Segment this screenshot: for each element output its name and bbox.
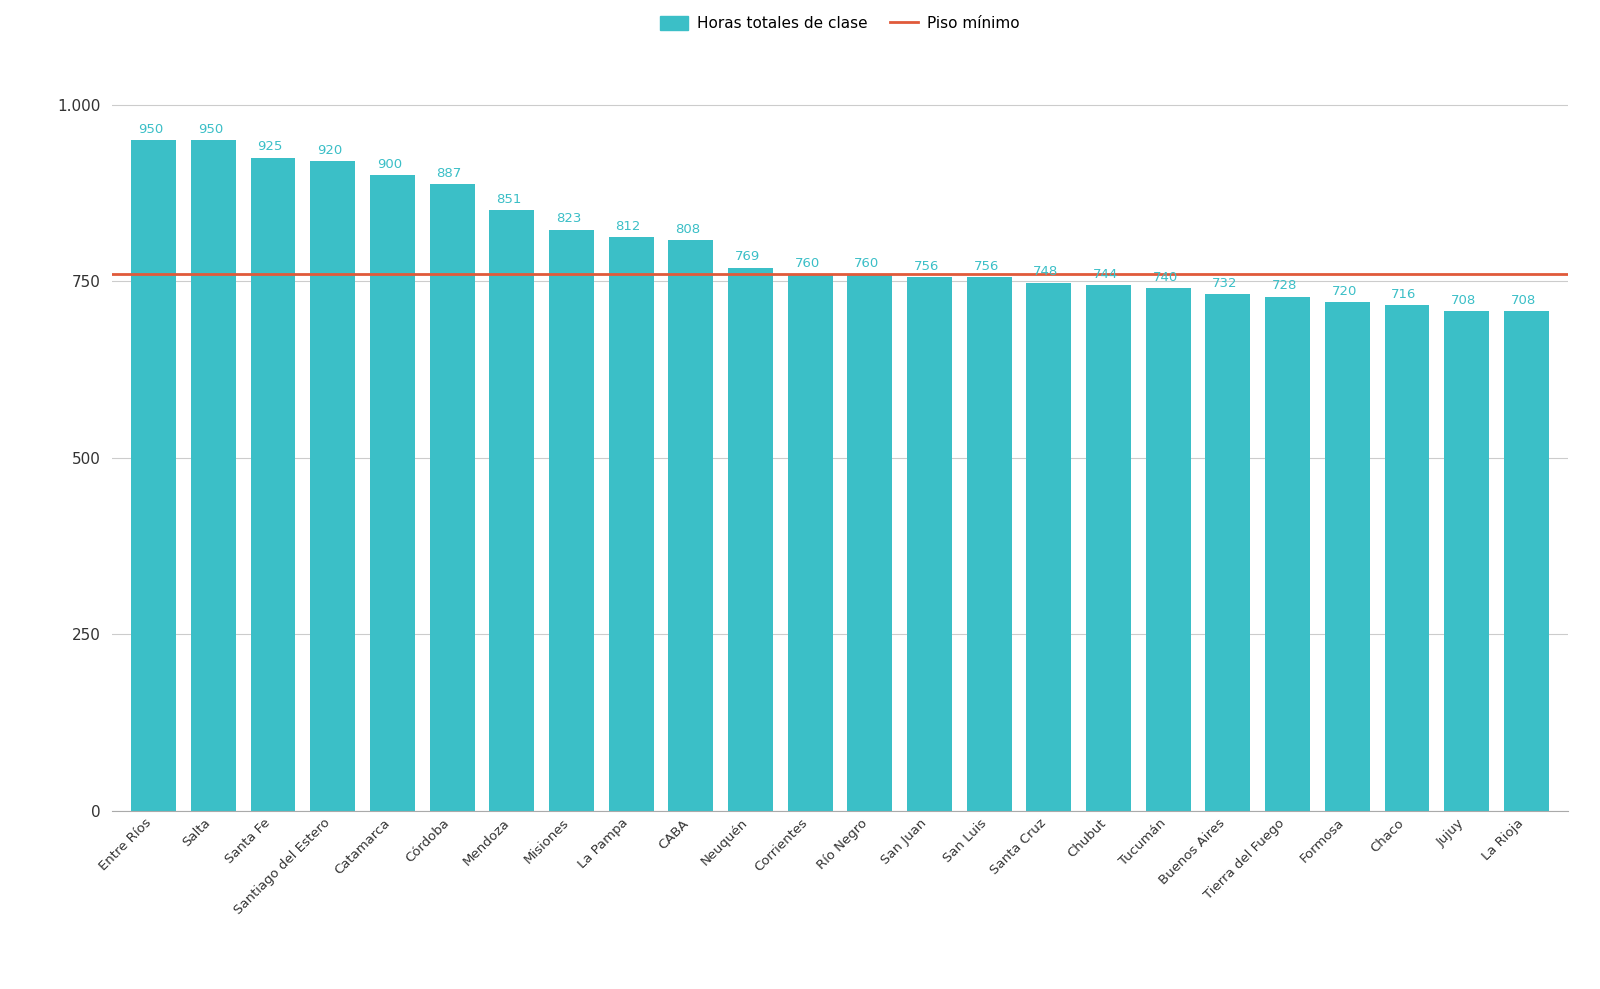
Text: 748: 748 [1034, 265, 1059, 278]
Text: 756: 756 [973, 260, 998, 273]
Bar [1384, 306, 1429, 811]
Text: 920: 920 [317, 143, 342, 157]
Bar [848, 274, 893, 811]
Bar [1205, 294, 1250, 811]
Bar [1325, 303, 1370, 811]
Text: 769: 769 [734, 250, 760, 263]
Text: 716: 716 [1392, 288, 1416, 301]
Bar [966, 277, 1011, 811]
Bar [1266, 297, 1310, 811]
Text: 925: 925 [258, 140, 283, 153]
Text: 708: 708 [1510, 294, 1536, 307]
Bar [787, 274, 832, 811]
Text: 740: 740 [1152, 271, 1178, 284]
Text: 823: 823 [555, 213, 581, 225]
Bar [190, 139, 235, 811]
Bar [490, 210, 534, 811]
Bar [430, 184, 475, 811]
Text: 720: 720 [1331, 285, 1357, 298]
Bar [1504, 311, 1549, 811]
Bar [131, 139, 176, 811]
Text: 760: 760 [795, 257, 819, 270]
Text: 887: 887 [437, 167, 462, 180]
Text: 728: 728 [1272, 280, 1298, 293]
Bar [728, 268, 773, 811]
Bar [608, 237, 653, 811]
Bar [251, 157, 296, 811]
Bar [1445, 311, 1490, 811]
Bar [1146, 288, 1190, 811]
Text: 812: 812 [616, 221, 642, 233]
Text: 950: 950 [198, 123, 222, 135]
Text: 708: 708 [1451, 294, 1477, 307]
Legend: Horas totales de clase, Piso mínimo: Horas totales de clase, Piso mínimo [654, 10, 1026, 38]
Bar [1086, 286, 1131, 811]
Bar [907, 277, 952, 811]
Text: 900: 900 [378, 158, 402, 171]
Bar [669, 240, 714, 811]
Text: 950: 950 [138, 123, 163, 135]
Bar [370, 175, 414, 811]
Bar [549, 229, 594, 811]
Text: 744: 744 [1093, 268, 1118, 281]
Text: 760: 760 [854, 257, 880, 270]
Text: 732: 732 [1213, 277, 1238, 290]
Bar [310, 161, 355, 811]
Text: 808: 808 [675, 223, 701, 236]
Text: 756: 756 [914, 260, 939, 273]
Text: 851: 851 [496, 193, 522, 206]
Bar [1027, 283, 1072, 811]
